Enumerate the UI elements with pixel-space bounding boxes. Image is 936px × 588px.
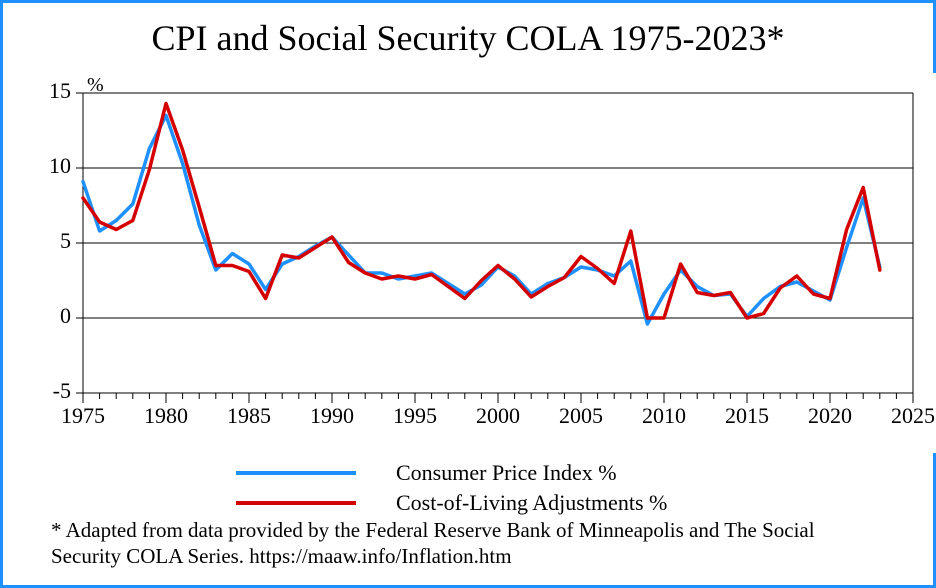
svg-text:2000: 2000 (476, 403, 520, 428)
svg-text:2015: 2015 (725, 403, 769, 428)
chart-legend: Consumer Price Index % Cost-of-Living Ad… (3, 458, 936, 518)
svg-text:10: 10 (49, 153, 71, 178)
svg-text:5: 5 (60, 228, 71, 253)
line-chart-svg: -5 0 5 10 15% 1975 1980 1985 1990 1995 2000 2005 201… (3, 73, 936, 453)
chart-title: CPI and Social Security COLA 1975-2023* (3, 17, 933, 59)
legend-swatch-cola (236, 501, 356, 505)
legend-swatch-cpi (236, 471, 356, 475)
svg-text:1985: 1985 (227, 403, 271, 428)
svg-text:2025: 2025 (891, 403, 935, 428)
svg-text:0: 0 (60, 303, 71, 328)
svg-text:-5: -5 (53, 378, 71, 403)
svg-text:1990: 1990 (310, 403, 354, 428)
svg-text:2010: 2010 (642, 403, 686, 428)
chart-area: -5 0 5 10 15% 1975 1980 1985 1990 1995 2000 2005 201… (3, 73, 936, 453)
svg-text:15: 15 (49, 78, 71, 103)
svg-text:2005: 2005 (559, 403, 603, 428)
svg-text:%: % (87, 74, 104, 96)
svg-text:2020: 2020 (808, 403, 852, 428)
legend-label-cola: Cost-of-Living Adjustments % (396, 490, 706, 516)
legend-item-cola: Cost-of-Living Adjustments % (236, 490, 706, 516)
svg-text:1980: 1980 (144, 403, 188, 428)
svg-text:1995: 1995 (393, 403, 437, 428)
svg-text:1975: 1975 (61, 403, 105, 428)
chart-frame: CPI and Social Security COLA 1975-2023* … (0, 0, 936, 588)
chart-footnote: * Adapted from data provided by the Fede… (51, 517, 885, 570)
legend-item-cpi: Consumer Price Index % (236, 460, 706, 486)
legend-label-cpi: Consumer Price Index % (396, 460, 706, 486)
